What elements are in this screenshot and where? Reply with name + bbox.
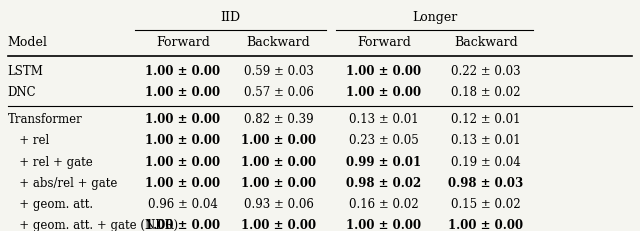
Text: 1.00 ± 0.00: 1.00 ± 0.00 (448, 219, 524, 231)
Text: Longer: Longer (412, 11, 458, 24)
Text: 0.13 ± 0.01: 0.13 ± 0.01 (349, 113, 419, 126)
Text: 1.00 ± 0.00: 1.00 ± 0.00 (145, 177, 221, 190)
Text: IID: IID (221, 11, 241, 24)
Text: 0.99 ± 0.01: 0.99 ± 0.01 (346, 155, 421, 169)
Text: 1.00 ± 0.00: 1.00 ± 0.00 (346, 65, 421, 78)
Text: 0.18 ± 0.02: 0.18 ± 0.02 (451, 86, 520, 99)
Text: 0.98 ± 0.02: 0.98 ± 0.02 (346, 177, 421, 190)
Text: 1.00 ± 0.00: 1.00 ± 0.00 (346, 219, 421, 231)
Text: Transformer: Transformer (8, 113, 83, 126)
Text: + rel: + rel (8, 134, 49, 147)
Text: Forward: Forward (156, 36, 210, 49)
Text: 0.23 ± 0.05: 0.23 ± 0.05 (349, 134, 419, 147)
Text: 1.00 ± 0.00: 1.00 ± 0.00 (145, 134, 221, 147)
Text: 0.16 ± 0.02: 0.16 ± 0.02 (349, 198, 419, 211)
Text: 1.00 ± 0.00: 1.00 ± 0.00 (241, 134, 316, 147)
Text: 0.19 ± 0.04: 0.19 ± 0.04 (451, 155, 520, 169)
Text: Model: Model (8, 36, 47, 49)
Text: + abs/rel + gate: + abs/rel + gate (8, 177, 117, 190)
Text: 1.00 ± 0.00: 1.00 ± 0.00 (346, 86, 421, 99)
Text: 0.22 ± 0.03: 0.22 ± 0.03 (451, 65, 520, 78)
Text: 1.00 ± 0.00: 1.00 ± 0.00 (145, 155, 221, 169)
Text: 1.00 ± 0.00: 1.00 ± 0.00 (145, 113, 221, 126)
Text: Backward: Backward (246, 36, 310, 49)
Text: DNC: DNC (8, 86, 36, 99)
Text: 0.12 ± 0.01: 0.12 ± 0.01 (451, 113, 520, 126)
Text: 0.15 ± 0.02: 0.15 ± 0.02 (451, 198, 520, 211)
Text: + rel + gate: + rel + gate (8, 155, 93, 169)
Text: 0.96 ± 0.04: 0.96 ± 0.04 (148, 198, 218, 211)
Text: 0.98 ± 0.03: 0.98 ± 0.03 (448, 177, 524, 190)
Text: 1.00 ± 0.00: 1.00 ± 0.00 (145, 219, 221, 231)
Text: 1.00 ± 0.00: 1.00 ± 0.00 (145, 65, 221, 78)
Text: 0.13 ± 0.01: 0.13 ± 0.01 (451, 134, 520, 147)
Text: 0.59 ± 0.03: 0.59 ± 0.03 (244, 65, 314, 78)
Text: 1.00 ± 0.00: 1.00 ± 0.00 (241, 219, 316, 231)
Text: Forward: Forward (356, 36, 411, 49)
Text: 0.82 ± 0.39: 0.82 ± 0.39 (244, 113, 314, 126)
Text: 0.93 ± 0.06: 0.93 ± 0.06 (244, 198, 314, 211)
Text: + geom. att.: + geom. att. (8, 198, 93, 211)
Text: LSTM: LSTM (8, 65, 44, 78)
Text: 1.00 ± 0.00: 1.00 ± 0.00 (145, 86, 221, 99)
Text: 1.00 ± 0.00: 1.00 ± 0.00 (241, 155, 316, 169)
Text: + geom. att. + gate (NDR): + geom. att. + gate (NDR) (8, 219, 178, 231)
Text: 0.57 ± 0.06: 0.57 ± 0.06 (244, 86, 314, 99)
Text: Backward: Backward (454, 36, 518, 49)
Text: 1.00 ± 0.00: 1.00 ± 0.00 (241, 177, 316, 190)
